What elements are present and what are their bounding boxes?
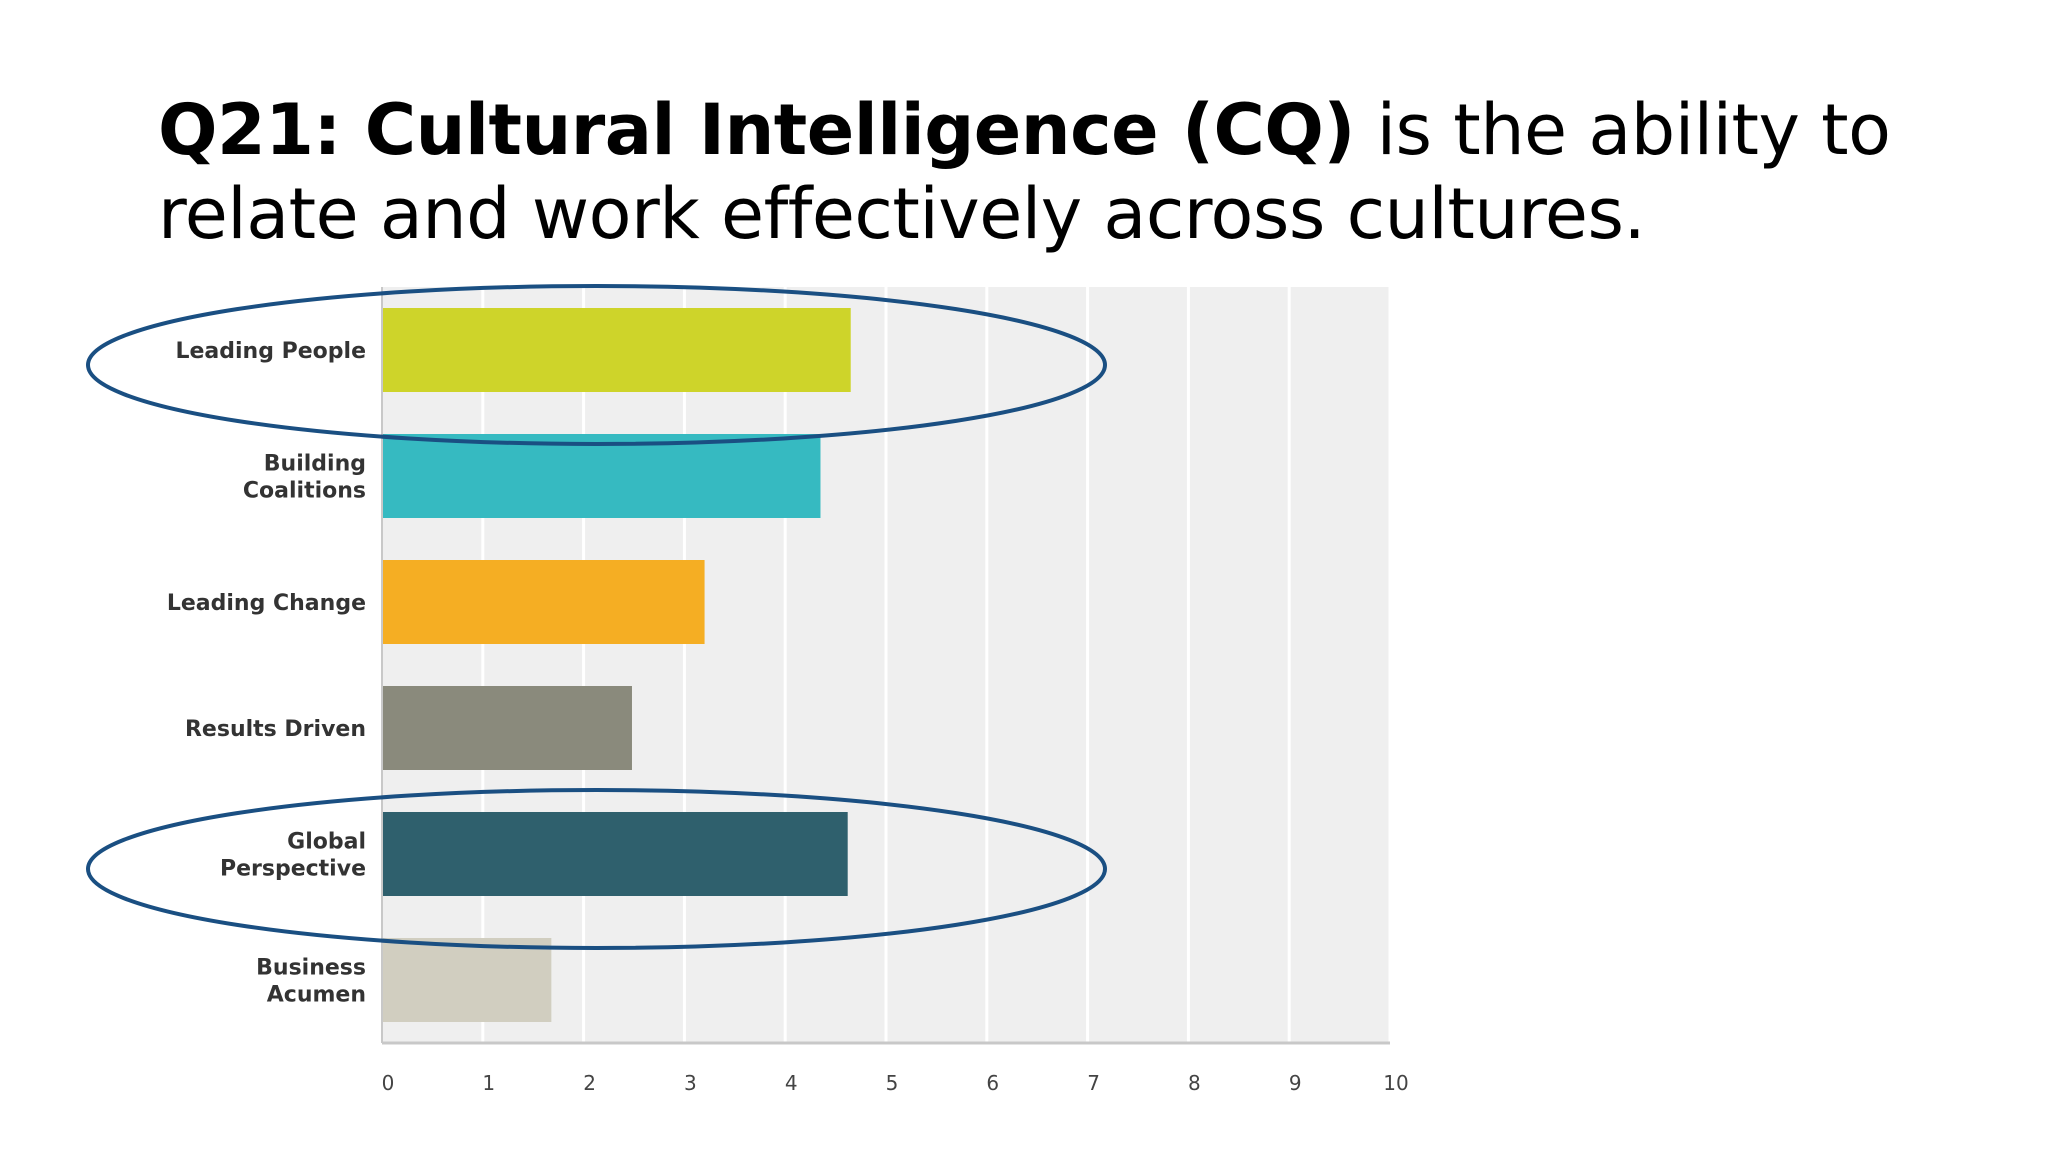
title-bold: Q21: Cultural Intelligence (CQ) — [158, 89, 1355, 171]
title-rest: is the ability to relate and work effect… — [158, 89, 1891, 255]
x-tick-label: 6 — [986, 1071, 999, 1095]
x-tick-label: 7 — [1087, 1071, 1100, 1095]
x-tick-label: 10 — [1383, 1071, 1408, 1095]
bar — [382, 812, 848, 896]
highlight-ellipse — [86, 788, 1107, 950]
category-label: Leading Change — [167, 591, 366, 616]
slide-title: Q21: Cultural Intelligence (CQ) is the a… — [158, 88, 1918, 256]
grid-lines — [481, 287, 1392, 1043]
highlight-ellipses — [86, 284, 1107, 950]
category-label-line: Results Driven — [185, 717, 366, 742]
bar — [382, 434, 821, 518]
category-label: Leading People — [175, 339, 366, 364]
x-tick-label: 2 — [583, 1071, 596, 1095]
x-tick-label: 3 — [684, 1071, 697, 1095]
highlight-ellipse — [86, 284, 1107, 446]
category-label-line: Building — [264, 452, 366, 477]
category-label: Results Driven — [185, 717, 366, 742]
x-tick-label: 9 — [1289, 1071, 1302, 1095]
category-label-line: Global — [287, 830, 366, 855]
category-label-line: Coalitions — [243, 479, 366, 504]
category-label-line: Acumen — [267, 983, 366, 1008]
bar — [382, 938, 552, 1022]
category-label-line: Leading People — [175, 339, 366, 364]
category-label-line: Leading Change — [167, 591, 366, 616]
bar — [382, 308, 851, 392]
category-label-line: Business — [256, 956, 366, 981]
category-label: Building Coalitions — [243, 452, 366, 504]
x-tick-label: 5 — [886, 1071, 899, 1095]
category-labels: Leading People Building Coalitions Leading … — [167, 339, 366, 1008]
x-tick-labels: 0 1 2 3 4 5 6 7 8 9 10 — [382, 1071, 1409, 1095]
x-tick-label: 8 — [1188, 1071, 1201, 1095]
x-tick-label: 0 — [382, 1071, 395, 1095]
x-tick-label: 4 — [785, 1071, 798, 1095]
category-label: Global Perspective — [220, 830, 366, 882]
bar — [382, 560, 705, 644]
category-label: Business Acumen — [256, 956, 366, 1008]
x-tick-label: 1 — [482, 1071, 495, 1095]
bar — [382, 686, 632, 770]
bars — [382, 308, 851, 1022]
category-label-line: Perspective — [220, 857, 366, 882]
